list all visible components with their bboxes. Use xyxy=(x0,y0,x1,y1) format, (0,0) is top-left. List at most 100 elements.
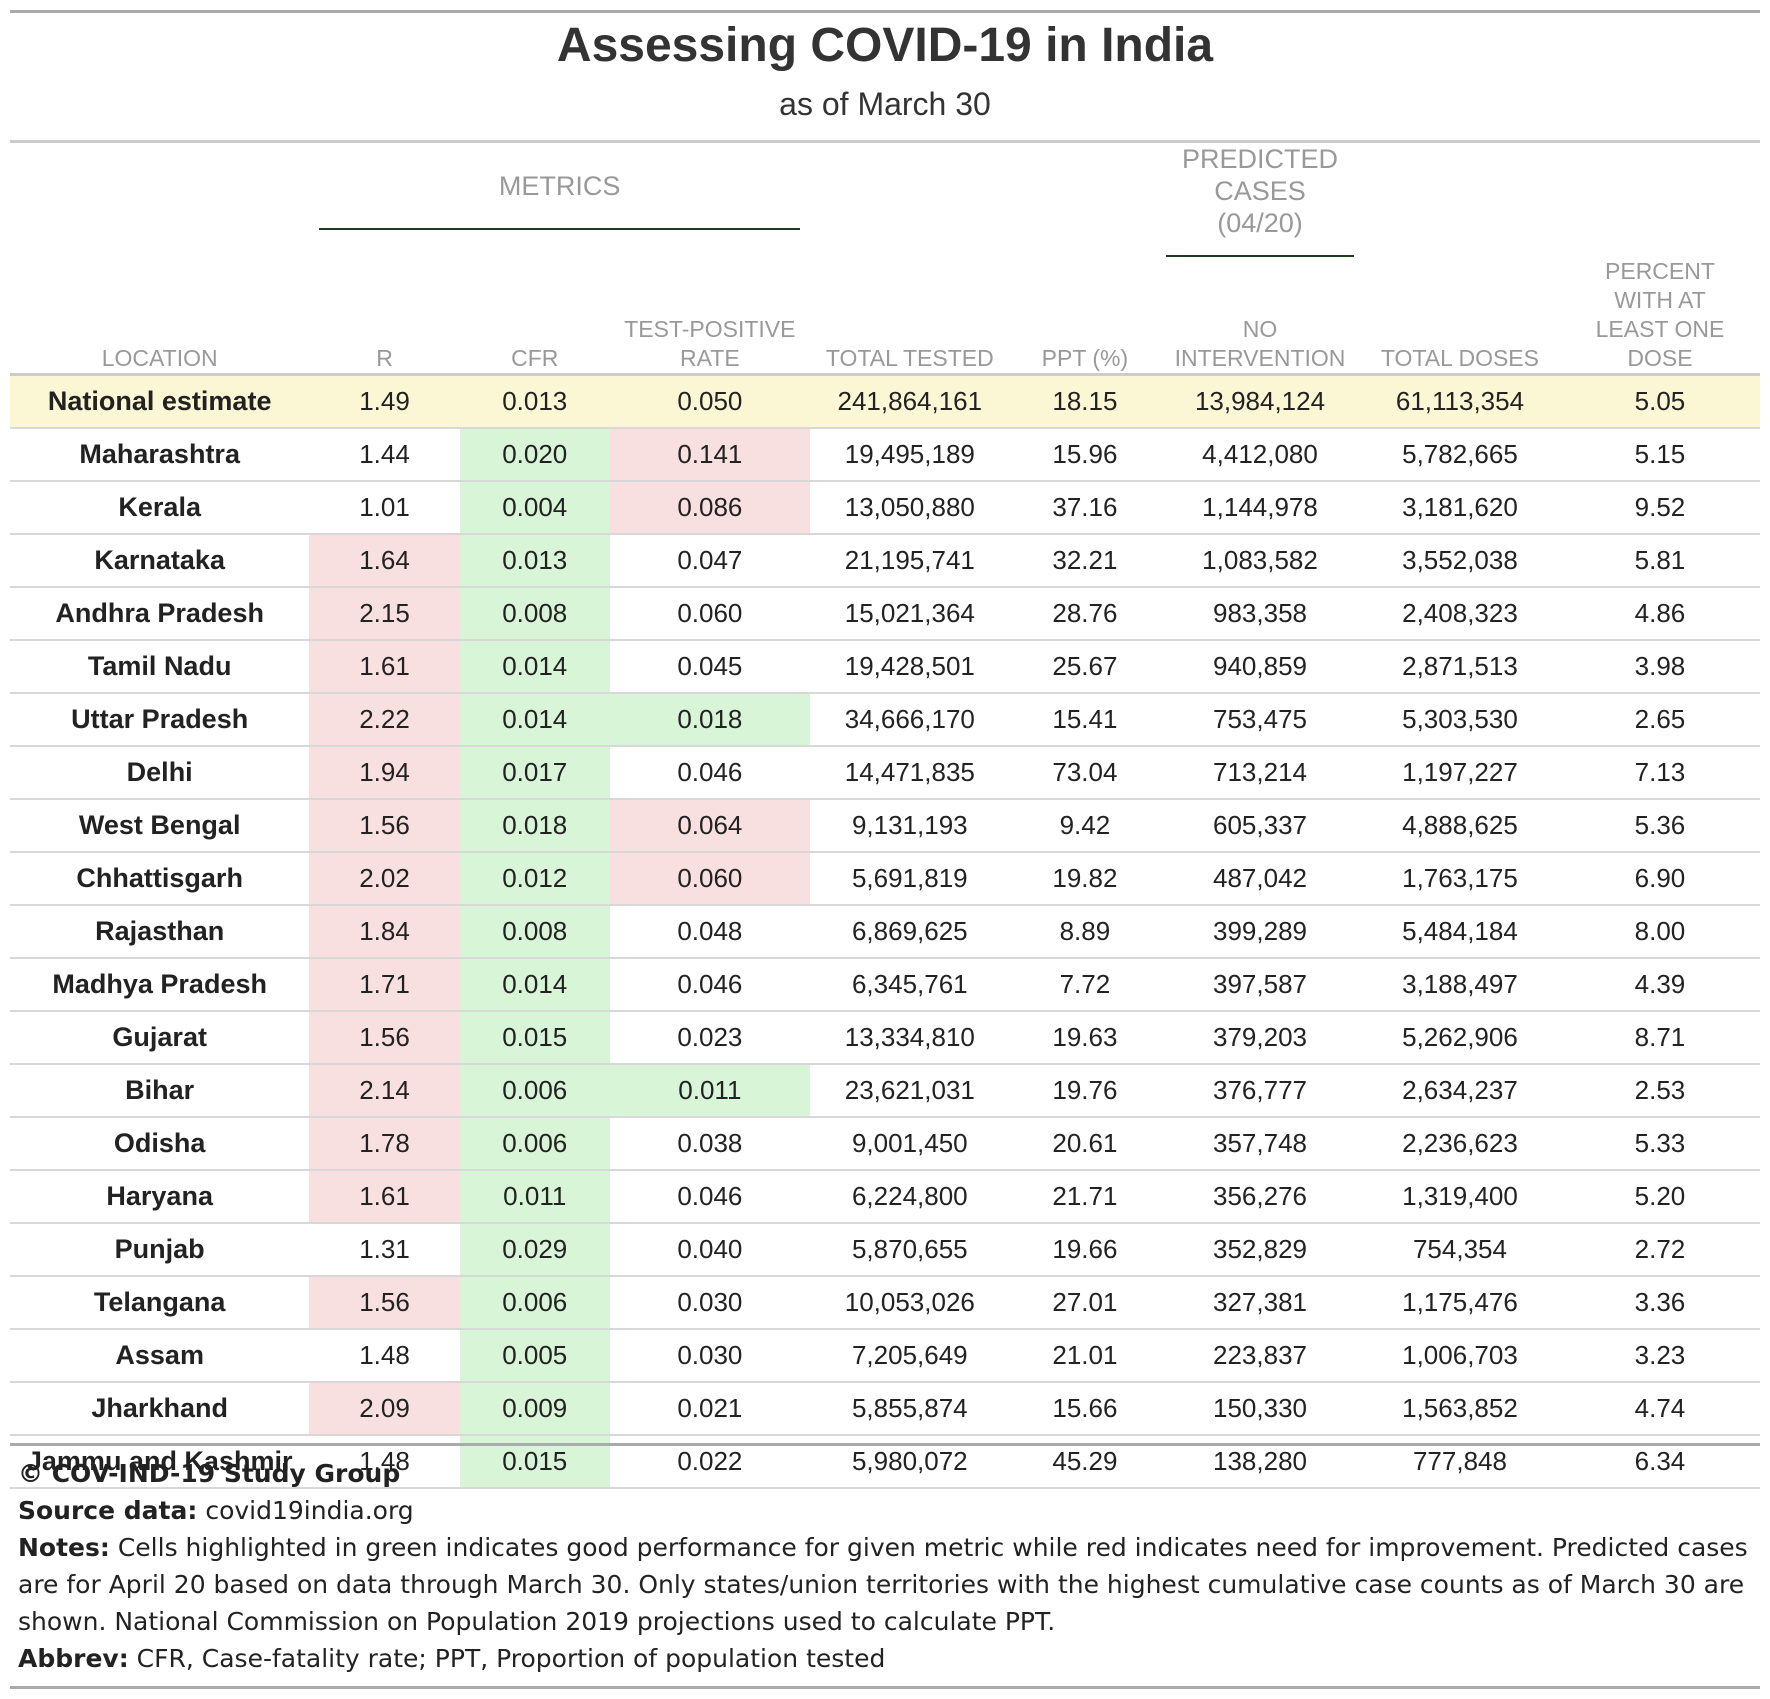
cell-r: 2.15 xyxy=(309,587,460,641)
col-header-ppt: PPT (%) xyxy=(1041,345,1129,371)
cell-cfr: 0.011 xyxy=(459,1170,610,1224)
predicted-spanner-rule xyxy=(1166,255,1354,257)
cell-total-tested: 19,428,501 xyxy=(809,640,1010,694)
table-row: Tamil Nadu 1.61 0.014 0.045 19,428,501 25.67 9… xyxy=(10,640,1760,694)
col-header-tpr-line1: TEST-POSITIVE xyxy=(624,316,796,342)
cell-location: Bihar xyxy=(10,1064,310,1118)
cell-no-intervention: 940,859 xyxy=(1160,640,1360,694)
cell-no-intervention: 397,587 xyxy=(1160,958,1360,1012)
cell-cfr: 0.020 xyxy=(459,428,610,482)
cell-ppt: 27.01 xyxy=(1009,1276,1161,1330)
spanner-row: METRICS PREDICTED CASES (04/20) xyxy=(10,143,1760,257)
header-rule xyxy=(10,140,1760,143)
cell-r: 1.56 xyxy=(309,799,460,853)
cell-location: Delhi xyxy=(10,746,310,800)
cell-pct-dose: 5.36 xyxy=(1559,799,1760,853)
cell-tpr: 0.030 xyxy=(609,1276,810,1330)
table-bottom-rule xyxy=(10,1443,1760,1446)
bottom-rule xyxy=(10,1686,1760,1689)
cell-no-intervention: 983,358 xyxy=(1160,587,1360,641)
cell-no-intervention: 352,829 xyxy=(1160,1223,1360,1277)
col-header-total-doses: TOTAL DOSES xyxy=(1380,345,1539,371)
cell-tpr: 0.048 xyxy=(609,905,810,959)
cell-no-intervention: 713,214 xyxy=(1160,746,1360,800)
cell-total-tested: 6,224,800 xyxy=(809,1170,1010,1224)
header-bottom-rule xyxy=(10,373,1760,377)
cell-pct-dose: 5.81 xyxy=(1559,534,1760,588)
cell-location: Assam xyxy=(10,1329,310,1383)
table-row: Andhra Pradesh 2.15 0.008 0.060 15,021,364 28… xyxy=(10,587,1760,641)
table-row: Jharkhand 2.09 0.009 0.021 5,855,874 15.66 150… xyxy=(10,1382,1760,1436)
cell-pct-dose: 4.86 xyxy=(1559,587,1760,641)
cell-total-doses: 5,484,184 xyxy=(1359,905,1560,959)
copyright-line: © COV-IND-19 Study Group xyxy=(18,1455,1758,1492)
col-header-pct-line2: WITH AT xyxy=(1614,287,1706,313)
table-row: Telangana 1.56 0.006 0.030 10,053,026 27.01 32… xyxy=(10,1276,1760,1330)
cell-pct-dose: 8.71 xyxy=(1559,1011,1760,1065)
cell-total-doses: 1,319,400 xyxy=(1359,1170,1560,1224)
cell-cfr: 0.013 xyxy=(459,534,610,588)
table-row: Kerala 1.01 0.004 0.086 13,050,880 37.16 1,144… xyxy=(10,481,1760,535)
cell-total-tested: 23,621,031 xyxy=(809,1064,1010,1118)
notes-label: Notes: xyxy=(18,1533,110,1562)
notes-value: Cells highlighted in green indicates goo… xyxy=(18,1533,1748,1636)
cell-total-tested: 19,495,189 xyxy=(809,428,1010,482)
cell-tpr: 0.040 xyxy=(609,1223,810,1277)
cell-tpr: 0.021 xyxy=(609,1382,810,1436)
cell-cfr: 0.009 xyxy=(459,1382,610,1436)
predicted-spanner-line3: (04/20) xyxy=(1217,208,1303,238)
cell-cfr: 0.015 xyxy=(459,1011,610,1065)
cell-tpr: 0.018 xyxy=(609,693,810,747)
cell-pct-dose: 5.33 xyxy=(1559,1117,1760,1171)
cell-r: 1.84 xyxy=(309,905,460,959)
table-body: National estimate 1.49 0.013 0.050 241,864,1… xyxy=(10,376,1760,1489)
cell-total-tested: 21,195,741 xyxy=(809,534,1010,588)
col-header-tpr: TEST-POSITIVE RATE xyxy=(610,257,810,375)
cell-pct-dose: 8.00 xyxy=(1559,905,1760,959)
cell-no-intervention: 379,203 xyxy=(1160,1011,1360,1065)
cell-pct-dose: 5.20 xyxy=(1559,1170,1760,1224)
table-row: Uttar Pradesh 2.22 0.014 0.018 34,666,170 15.… xyxy=(10,693,1760,747)
cell-ppt: 21.01 xyxy=(1009,1329,1161,1383)
cell-tpr: 0.046 xyxy=(609,746,810,800)
cell-total-tested: 241,864,161 xyxy=(809,376,1010,429)
abbrev-line: Abbrev: CFR, Case-fatality rate; PPT, Pr… xyxy=(18,1640,1758,1677)
cell-cfr: 0.018 xyxy=(459,799,610,853)
cell-no-intervention: 150,330 xyxy=(1160,1382,1360,1436)
table-row: Chhattisgarh 2.02 0.012 0.060 5,691,819 19.82… xyxy=(10,852,1760,906)
cell-ppt: 37.16 xyxy=(1009,481,1161,535)
cell-cfr: 0.006 xyxy=(459,1276,610,1330)
cell-location: Odisha xyxy=(10,1117,310,1171)
cell-total-tested: 34,666,170 xyxy=(809,693,1010,747)
cell-cfr: 0.012 xyxy=(459,852,610,906)
page-title: Assessing COVID-19 in India xyxy=(556,19,1214,72)
cell-r: 1.49 xyxy=(309,376,460,429)
cell-cfr: 0.004 xyxy=(459,481,610,535)
table-row: Odisha 1.78 0.006 0.038 9,001,450 20.61 357,74… xyxy=(10,1117,1760,1171)
cell-tpr: 0.045 xyxy=(609,640,810,694)
cell-total-tested: 14,471,835 xyxy=(809,746,1010,800)
cell-ppt: 32.21 xyxy=(1009,534,1161,588)
cell-location: Rajasthan xyxy=(10,905,310,959)
cell-no-intervention: 376,777 xyxy=(1160,1064,1360,1118)
cell-total-doses: 1,175,476 xyxy=(1359,1276,1560,1330)
cell-location: Gujarat xyxy=(10,1011,310,1065)
cell-pct-dose: 3.98 xyxy=(1559,640,1760,694)
cell-location: Karnataka xyxy=(10,534,310,588)
cell-ppt: 18.15 xyxy=(1009,376,1161,429)
cell-no-intervention: 356,276 xyxy=(1160,1170,1360,1224)
cell-cfr: 0.029 xyxy=(459,1223,610,1277)
cell-total-doses: 4,888,625 xyxy=(1359,799,1560,853)
cell-no-intervention: 357,748 xyxy=(1160,1117,1360,1171)
cell-tpr: 0.046 xyxy=(609,1170,810,1224)
table-row: Assam 1.48 0.005 0.030 7,205,649 21.01 223,837… xyxy=(10,1329,1760,1383)
cell-ppt: 19.66 xyxy=(1009,1223,1161,1277)
cell-ppt: 7.72 xyxy=(1009,958,1161,1012)
cell-ppt: 25.67 xyxy=(1009,640,1161,694)
cell-total-tested: 9,131,193 xyxy=(809,799,1010,853)
cell-no-intervention: 1,083,582 xyxy=(1160,534,1360,588)
cell-tpr: 0.060 xyxy=(609,852,810,906)
cell-no-intervention: 4,412,080 xyxy=(1160,428,1360,482)
col-header-no-intervention-line1: NO xyxy=(1242,316,1278,342)
